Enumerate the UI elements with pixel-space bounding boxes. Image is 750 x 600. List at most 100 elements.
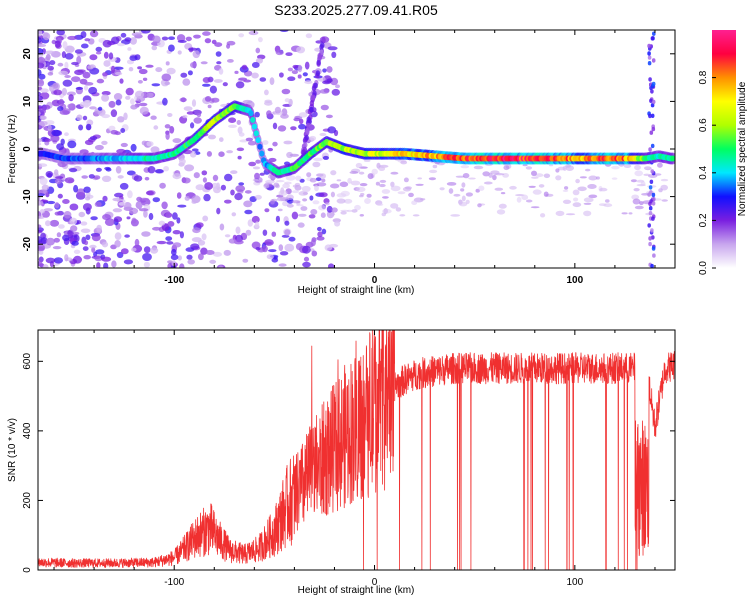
- spectrogram-noise-cell: [228, 124, 237, 128]
- spectrogram-noise-cell: [191, 200, 197, 204]
- spectrogram-noise-cell: [490, 170, 500, 175]
- spectrogram-noise-cell: [428, 177, 436, 181]
- spectrogram-noise-cell: [327, 46, 338, 51]
- spectrogram-noise-cell: [131, 32, 142, 37]
- spectrogram-noise-cell: [660, 184, 668, 191]
- spectrogram-noise-cell: [193, 172, 200, 179]
- spectrogram-noise-cell: [180, 72, 188, 78]
- spectrogram-noise-cell: [120, 128, 126, 133]
- spectrogram-noise-cell: [340, 190, 350, 197]
- spectrogram-noise-cell: [417, 177, 423, 180]
- spectrogram-noise-cell: [38, 62, 45, 69]
- spectrogram-noise-cell: [319, 89, 330, 94]
- spectrogram-noise-cell: [190, 122, 195, 129]
- spectrogram-noise-cell: [330, 170, 337, 176]
- spectrogram-noise-cell: [259, 77, 267, 82]
- spectrogram-noise-cell: [103, 262, 109, 268]
- spectrogram-noise-cell: [101, 94, 110, 102]
- spectrogram-noise-cell: [143, 246, 151, 254]
- spectrogram-noise-cell: [74, 49, 83, 54]
- spectrogram-noise-cell: [363, 159, 371, 162]
- spectrogram-noise-cell: [651, 246, 656, 251]
- spectrogram-noise-cell: [382, 196, 389, 199]
- spectrogram-noise-cell: [182, 177, 191, 184]
- spectrogram-noise-cell: [245, 229, 252, 236]
- spectrogram-noise-cell: [164, 124, 171, 129]
- spectrogram-noise-cell: [177, 255, 182, 261]
- spectrogram-noise-cell: [172, 230, 181, 235]
- spectrogram-noise-cell: [64, 75, 71, 78]
- spectrogram-noise-cell: [254, 111, 260, 118]
- spectrogram-noise-cell: [465, 192, 473, 197]
- spectrogram-noise-cell: [540, 213, 546, 218]
- spectrogram-noise-cell: [55, 178, 62, 185]
- spectrogram-noise-cell: [605, 199, 610, 203]
- spectrogram-noise-cell: [474, 165, 483, 169]
- spectrogram-noise-cell: [110, 130, 119, 135]
- spectrogram-noise-cell: [327, 126, 337, 134]
- spectrogram-noise-cell: [349, 171, 359, 174]
- spectrogram-noise-cell: [128, 67, 134, 72]
- spectrogram-noise-cell: [89, 67, 100, 75]
- spectrogram-noise-cell: [302, 198, 308, 202]
- spectrogram-noise-cell: [448, 188, 454, 194]
- spectrogram-noise-cell: [247, 219, 253, 227]
- spectrogram-noise-cell: [193, 117, 202, 124]
- spectrogram-noise-cell: [623, 164, 632, 169]
- spectrogram-noise-cell: [88, 174, 95, 179]
- spectrogram-noise-cell: [81, 43, 89, 49]
- spectrogram-noise-cell: [650, 169, 655, 174]
- spectrogram-noise-cell: [67, 35, 77, 41]
- spectrogram-noise-cell: [271, 231, 277, 237]
- spectrogram-noise-cell: [583, 210, 592, 217]
- spectrogram-noise-cell: [573, 197, 579, 202]
- spectrogram-noise-cell: [309, 100, 315, 107]
- spectrogram-noise-cell: [205, 250, 215, 255]
- spectrogram-noise-cell: [408, 192, 414, 198]
- spectrogram-noise-cell: [69, 203, 79, 211]
- spectrogram-noise-cell: [47, 65, 54, 71]
- spectrogram-noise-cell: [641, 193, 650, 196]
- spectrogram-noise-cell: [651, 99, 656, 105]
- spectrogram-noise-cell: [234, 70, 239, 74]
- spectrogram-noise-cell: [252, 178, 260, 182]
- spectrogram-noise-cell: [647, 43, 651, 49]
- spectrogram-noise-cell: [95, 249, 105, 255]
- spectrogram-noise-cell: [143, 261, 150, 268]
- y-tick-label: 0: [22, 567, 33, 573]
- spectrogram-noise-cell: [47, 124, 52, 132]
- spectrogram-noise-cell: [153, 125, 159, 130]
- spectrogram-noise-cell: [204, 96, 212, 102]
- spectrogram-noise-cell: [68, 94, 74, 102]
- spectrogram-noise-cell: [146, 141, 154, 147]
- spectrogram-noise-cell: [302, 245, 311, 254]
- spectrogram-noise-cell: [303, 141, 308, 148]
- spectrogram-noise-cell: [101, 175, 112, 182]
- spectrogram-noise-cell: [103, 51, 109, 59]
- y-tick-label: 10: [22, 95, 33, 107]
- spectrogram-noise-cell: [651, 58, 656, 63]
- spectrogram-noise-cell: [222, 82, 228, 87]
- spectrogram-noise-cell: [319, 132, 327, 137]
- spectrogram-noise-cell: [599, 187, 608, 192]
- spectrogram-noise-cell: [120, 142, 128, 148]
- spectrogram-noise-cell: [78, 211, 86, 218]
- spectrogram-noise-cell: [58, 224, 65, 229]
- y-tick-label: -20: [22, 237, 33, 252]
- spectrogram-noise-cell: [82, 115, 88, 121]
- spectrogram-noise-cell: [320, 104, 329, 111]
- spectrogram-noise-cell: [193, 34, 201, 39]
- spectrogram-noise-cell: [54, 202, 60, 209]
- spectrogram-noise-cell: [38, 224, 42, 228]
- spectrogram-noise-cell: [630, 179, 637, 183]
- spectrogram-noise-cell: [516, 196, 522, 203]
- spectrogram-noise-cell: [465, 199, 470, 204]
- spectrogram-noise-cell: [243, 79, 252, 83]
- spectrogram-noise-cell: [509, 185, 517, 190]
- spectrogram-noise-cell: [55, 176, 64, 180]
- spectrogram-noise-cell: [62, 41, 68, 50]
- spectrogram-noise-cell: [130, 104, 138, 110]
- spectrogram-noise-cell: [309, 135, 317, 141]
- spectrogram-noise-cell: [85, 196, 91, 201]
- spectrogram-noise-cell: [284, 229, 291, 236]
